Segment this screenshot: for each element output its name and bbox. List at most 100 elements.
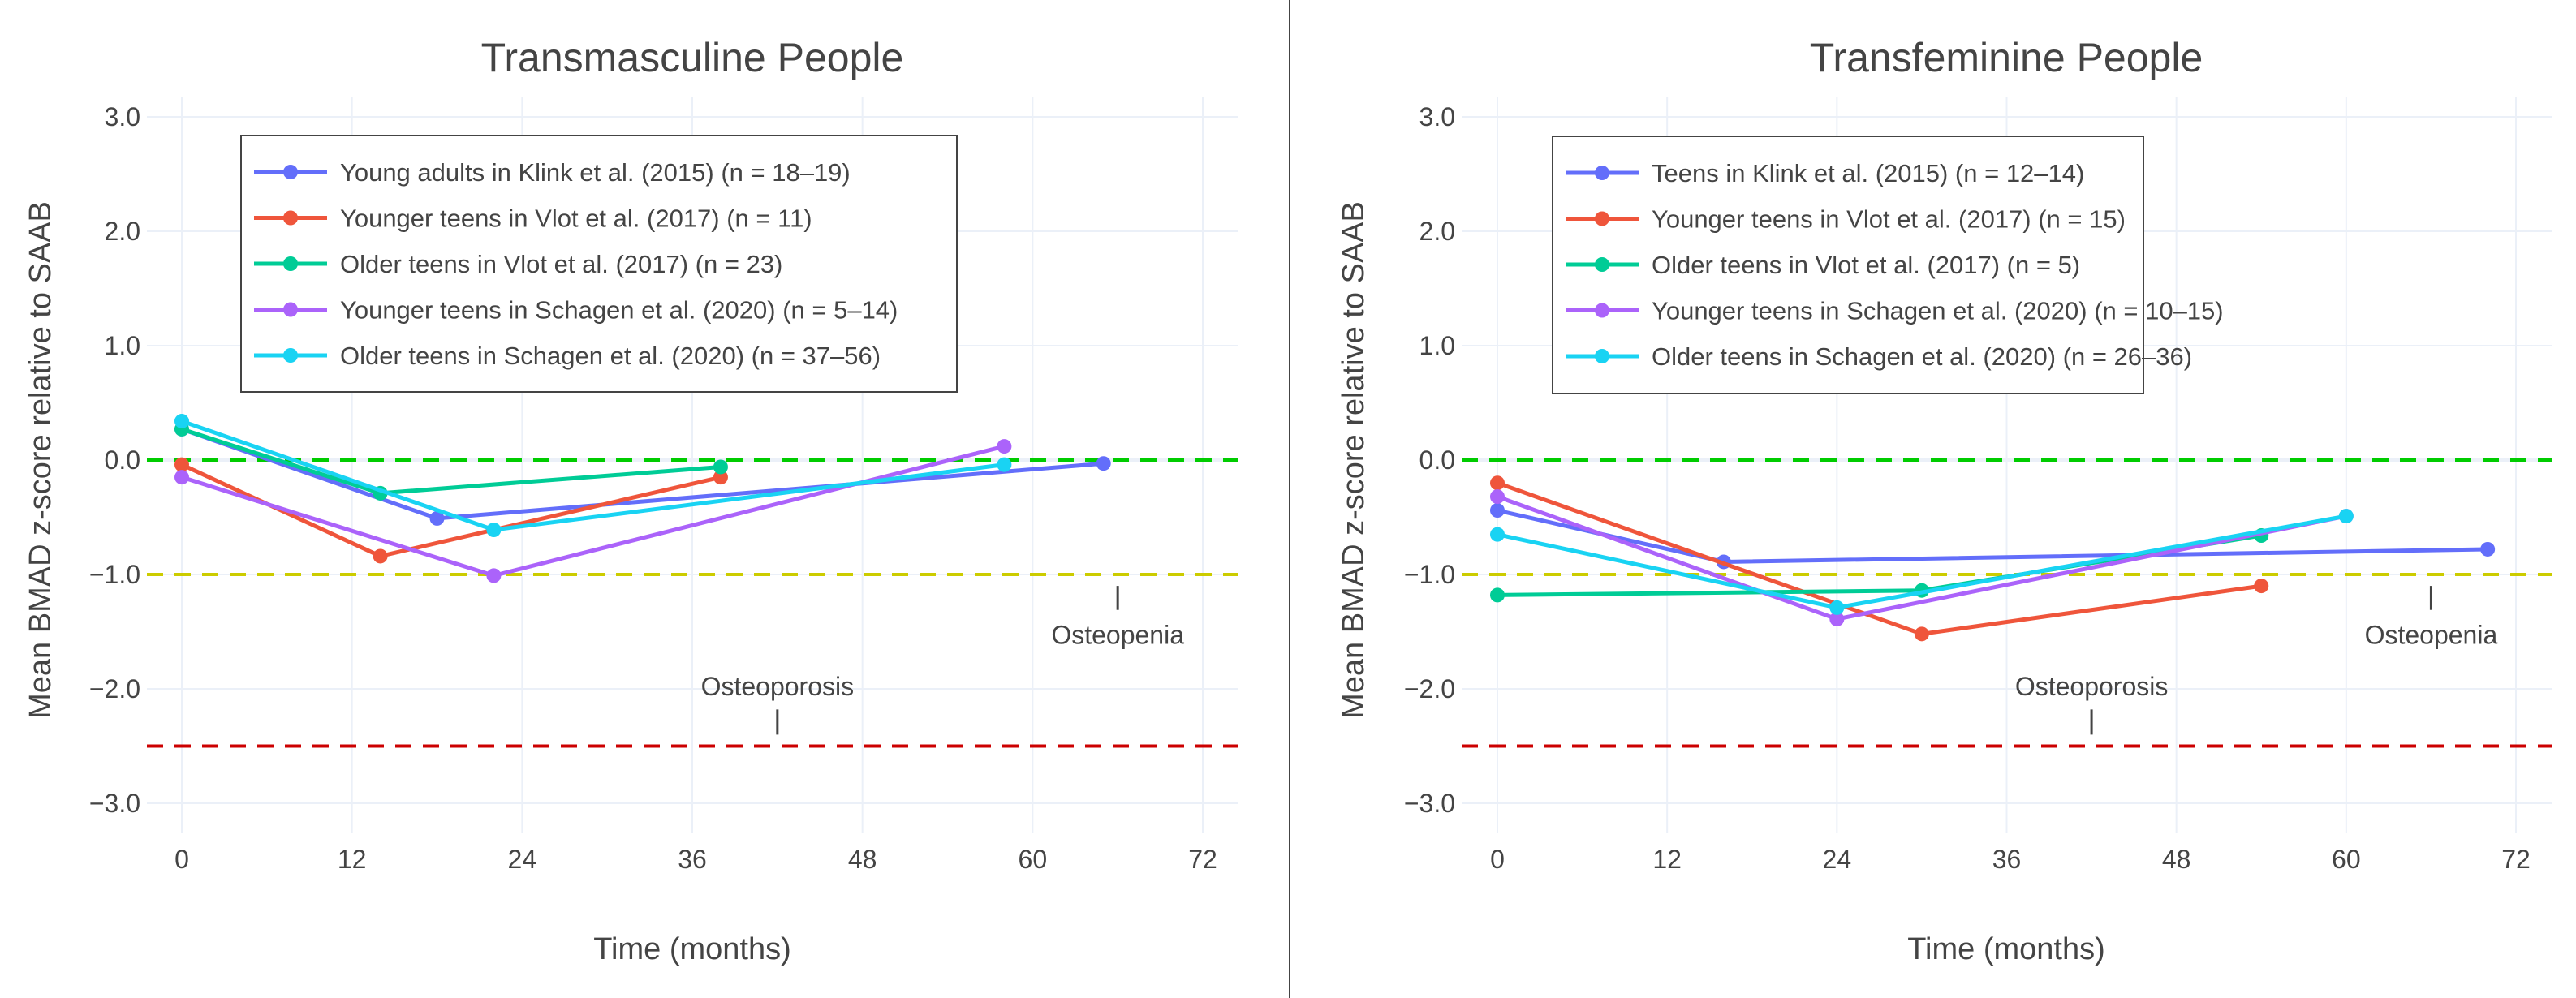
y-tick-label: 2.0 — [1419, 217, 1455, 246]
legend-label: Younger teens in Schagen et al. (2020) (… — [1652, 297, 2224, 325]
legend-label: Younger teens in Vlot et al. (2017) (n =… — [1652, 205, 2126, 234]
legend-marker-icon — [283, 165, 298, 179]
data-point — [1829, 600, 1845, 615]
legend: Teens in Klink et al. (2015) (n = 12–14)… — [1552, 136, 2224, 394]
data-point — [2480, 541, 2496, 557]
y-tick-label: 0.0 — [1419, 445, 1455, 475]
data-point — [174, 470, 189, 485]
legend-item: Older teens in Vlot et al. (2017) (n = 5… — [1566, 251, 2080, 279]
chart-title: Transmasculine People — [481, 35, 904, 80]
y-axis-title: Mean BMAD z-score relative to SAAB — [24, 201, 58, 719]
data-point — [1829, 611, 1845, 626]
legend-label: Older teens in Schagen et al. (2020) (n … — [340, 342, 881, 370]
annotation-label: Osteopenia — [2365, 621, 2498, 650]
legend-marker-icon — [1595, 257, 1609, 272]
legend-marker-icon — [1595, 349, 1609, 363]
x-tick-label: 0 — [174, 845, 189, 874]
data-point — [1490, 503, 1505, 518]
y-tick-label: −1.0 — [89, 560, 140, 589]
legend-label: Younger teens in Schagen et al. (2020) (… — [340, 296, 898, 325]
legend-marker-icon — [283, 302, 298, 317]
legend-label: Older teens in Schagen et al. (2020) (n … — [1652, 342, 2192, 371]
data-point — [1490, 527, 1505, 542]
legend-item: Younger teens in Vlot et al. (2017) (n =… — [1566, 205, 2126, 234]
chart-transfeminine: Transfeminine People Time (months) Mean … — [1337, 35, 2552, 966]
legend-box — [1552, 136, 2144, 394]
annotation-label: Osteoporosis — [2015, 672, 2169, 701]
annotation-label: Osteoporosis — [701, 672, 855, 701]
data-point — [713, 459, 728, 475]
legend-item: Older teens in Vlot et al. (2017) (n = 2… — [254, 250, 782, 278]
legend-item: Older teens in Schagen et al. (2020) (n … — [254, 342, 881, 370]
chart-title: Transfeminine People — [1810, 35, 2203, 80]
data-point — [373, 548, 388, 564]
x-tick-label: 0 — [1490, 845, 1505, 874]
data-point — [2254, 579, 2269, 594]
x-tick-label: 24 — [1823, 845, 1852, 874]
x-tick-label: 60 — [1019, 845, 1048, 874]
series — [1490, 528, 2269, 603]
x-tick-label: 60 — [2332, 845, 2361, 874]
legend-label: Young adults in Klink et al. (2015) (n =… — [340, 158, 851, 187]
legend-item: Younger teens in Vlot et al. (2017) (n =… — [254, 204, 812, 233]
series — [1490, 475, 2269, 642]
y-tick-label: −2.0 — [89, 674, 140, 703]
legend-label: Younger teens in Vlot et al. (2017) (n =… — [340, 204, 812, 233]
data-point — [1490, 587, 1505, 603]
x-tick-label: 48 — [848, 845, 877, 874]
x-tick-label: 36 — [678, 845, 707, 874]
y-tick-label: −3.0 — [1404, 789, 1455, 818]
data-point — [429, 510, 445, 526]
series-line — [1497, 533, 2262, 597]
legend-item: Young adults in Klink et al. (2015) (n =… — [254, 158, 851, 187]
data-point — [1490, 489, 1505, 505]
legend-label: Older teens in Vlot et al. (2017) (n = 5… — [1652, 251, 2080, 279]
legend: Young adults in Klink et al. (2015) (n =… — [240, 135, 958, 393]
legend-item: Older teens in Schagen et al. (2020) (n … — [1566, 342, 2192, 371]
data-point — [1096, 456, 1111, 471]
y-tick-label: 3.0 — [1419, 102, 1455, 131]
y-tick-label: 1.0 — [1419, 331, 1455, 360]
legend-marker-icon — [283, 348, 298, 363]
x-tick-label: 72 — [2501, 845, 2531, 874]
data-point — [713, 470, 728, 485]
legend-item: Teens in Klink et al. (2015) (n = 12–14) — [1566, 159, 2084, 187]
legend-box — [240, 135, 958, 393]
legend-marker-icon — [1595, 166, 1609, 180]
legend-label: Older teens in Vlot et al. (2017) (n = 2… — [340, 250, 782, 278]
data-point — [997, 439, 1012, 454]
legend-item: Younger teens in Schagen et al. (2020) (… — [1566, 297, 2224, 325]
data-point — [486, 568, 502, 583]
data-point — [997, 457, 1012, 472]
series — [1490, 509, 2354, 615]
data-point — [174, 414, 189, 429]
annotation-label: Osteopenia — [1051, 621, 1184, 650]
chart-transmasculine: Transmasculine People Time (months) Mean… — [24, 35, 1238, 966]
y-axis-title: Mean BMAD z-score relative to SAAB — [1337, 201, 1371, 719]
y-tick-label: −3.0 — [89, 789, 140, 818]
y-tick-label: 0.0 — [105, 445, 140, 475]
legend-marker-icon — [283, 256, 298, 271]
y-tick-label: 2.0 — [105, 217, 140, 246]
legend-item: Younger teens in Schagen et al. (2020) (… — [254, 296, 898, 325]
x-axis-title: Time (months) — [1907, 932, 2105, 966]
legend-marker-icon — [1595, 303, 1609, 318]
legend-marker-icon — [1595, 211, 1609, 226]
series — [174, 414, 1012, 538]
x-tick-label: 12 — [1652, 845, 1682, 874]
x-tick-label: 36 — [1992, 845, 2022, 874]
legend-label: Teens in Klink et al. (2015) (n = 12–14) — [1652, 159, 2084, 187]
legend-marker-icon — [283, 210, 298, 226]
data-point — [486, 523, 502, 538]
series — [174, 457, 728, 564]
y-tick-label: 3.0 — [105, 102, 140, 131]
y-tick-label: 1.0 — [105, 331, 140, 360]
data-point — [1490, 475, 1505, 491]
x-tick-label: 12 — [338, 845, 367, 874]
series — [174, 439, 1012, 583]
data-point — [2338, 509, 2354, 524]
y-tick-label: −2.0 — [1404, 674, 1455, 703]
data-point — [174, 457, 189, 472]
data-point — [1914, 626, 1929, 642]
